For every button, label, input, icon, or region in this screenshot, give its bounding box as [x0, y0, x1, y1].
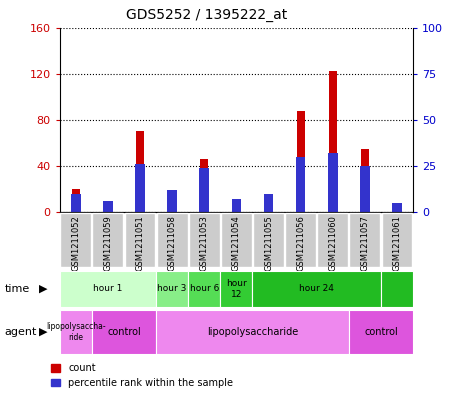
Text: GSM1211056: GSM1211056 [296, 215, 305, 271]
Bar [92, 213, 123, 267]
Bar [296, 157, 306, 212]
Bar [232, 199, 241, 212]
Bar [285, 213, 316, 267]
Bar [393, 206, 401, 212]
Bar [201, 159, 208, 212]
Text: hour 3: hour 3 [157, 285, 187, 293]
Bar [60, 271, 156, 307]
Bar [329, 72, 336, 212]
Bar [136, 131, 144, 212]
Bar [349, 310, 413, 354]
Text: GDS5252 / 1395222_at: GDS5252 / 1395222_at [126, 8, 287, 22]
Bar [381, 213, 413, 267]
Bar [92, 310, 156, 354]
Bar [360, 166, 370, 212]
Text: GSM1211059: GSM1211059 [103, 215, 112, 271]
Text: GSM1211053: GSM1211053 [200, 215, 209, 271]
Bar [253, 213, 284, 267]
Bar [156, 310, 349, 354]
Text: hour 1: hour 1 [93, 285, 123, 293]
Bar [124, 213, 156, 267]
Bar [60, 213, 91, 267]
Bar [71, 194, 81, 212]
Bar [200, 168, 209, 212]
Bar [264, 194, 274, 212]
Text: GSM1211055: GSM1211055 [264, 215, 273, 271]
Text: GSM1211051: GSM1211051 [135, 215, 145, 271]
Text: GSM1211054: GSM1211054 [232, 215, 241, 271]
Text: GSM1211060: GSM1211060 [328, 215, 337, 271]
Bar [233, 202, 240, 212]
Bar [156, 271, 188, 307]
Bar [168, 194, 176, 212]
Bar [60, 310, 92, 354]
Text: control: control [107, 327, 141, 337]
Bar [104, 204, 112, 212]
Text: hour 24: hour 24 [299, 285, 334, 293]
Text: hour
12: hour 12 [226, 279, 247, 299]
Bar [349, 213, 381, 267]
Bar [157, 213, 188, 267]
Bar [297, 111, 304, 212]
Bar [328, 153, 338, 212]
Bar [381, 271, 413, 307]
Bar [317, 213, 348, 267]
Bar [72, 189, 79, 212]
Bar [221, 213, 252, 267]
Text: GSM1211057: GSM1211057 [360, 215, 369, 271]
Text: lipopolysaccha-
ride: lipopolysaccha- ride [46, 322, 106, 342]
Text: GSM1211058: GSM1211058 [168, 215, 177, 271]
Bar [252, 271, 381, 307]
Text: control: control [364, 327, 398, 337]
Bar [265, 198, 272, 212]
Legend: count, percentile rank within the sample: count, percentile rank within the sample [51, 363, 233, 388]
Text: GSM1211052: GSM1211052 [71, 215, 80, 271]
Bar [135, 164, 145, 212]
Text: time: time [5, 284, 30, 294]
Text: hour 6: hour 6 [190, 285, 219, 293]
Text: lipopolysaccharide: lipopolysaccharide [207, 327, 298, 337]
Bar [189, 213, 220, 267]
Bar [392, 203, 402, 212]
Bar [188, 271, 220, 307]
Text: ▶: ▶ [39, 327, 48, 337]
Text: ▶: ▶ [39, 284, 48, 294]
Bar [361, 149, 369, 212]
Text: GSM1211061: GSM1211061 [392, 215, 402, 271]
Bar [103, 201, 113, 212]
Bar [168, 190, 177, 212]
Bar [220, 271, 252, 307]
Text: agent: agent [5, 327, 37, 337]
